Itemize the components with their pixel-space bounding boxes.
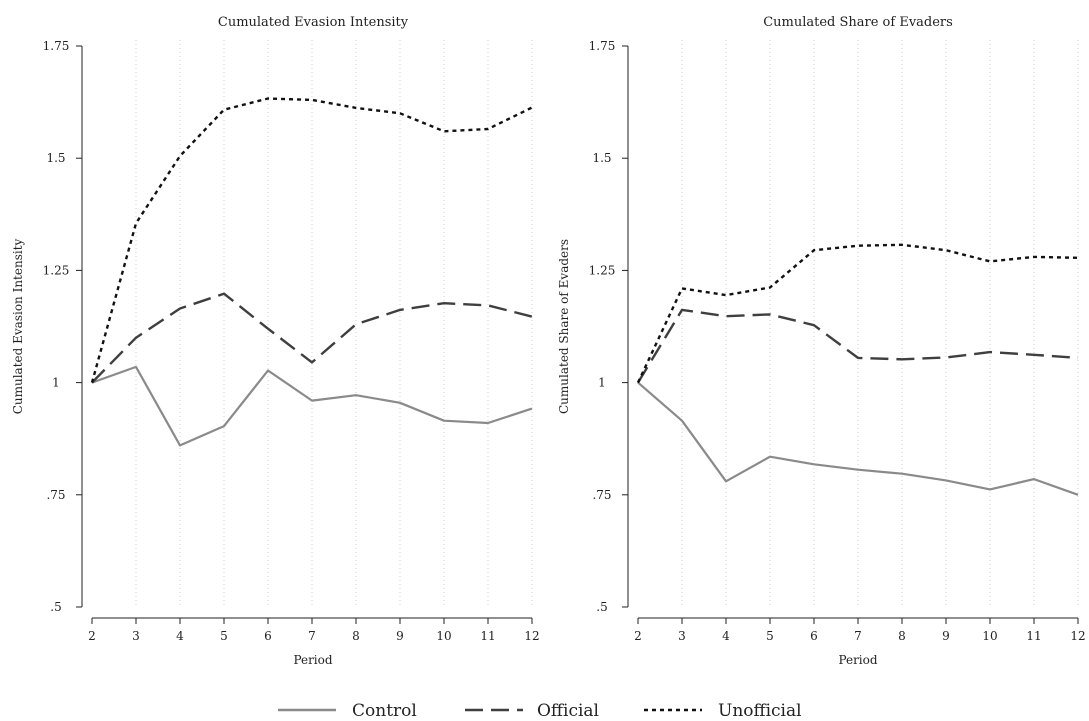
x-tick-label: 11 [480, 629, 495, 643]
x-tick-label: 10 [436, 629, 451, 643]
x-tick-label: 8 [898, 629, 906, 643]
y-tick-label: 1 [52, 376, 60, 390]
x-tick-label: 9 [942, 629, 950, 643]
y-tick-label: .75 [46, 488, 65, 502]
x-tick-label: 9 [396, 629, 404, 643]
y-tick-label: 1 [598, 376, 606, 390]
series-line-official [636, 308, 1079, 384]
x-tick-label: 5 [220, 629, 228, 643]
x-tick-label: 4 [176, 629, 184, 643]
y-tick-label: 1.5 [46, 151, 65, 165]
x-tick-label: 2 [88, 629, 96, 643]
chart-panel-share-of-evaders: Cumulated Share of Evaders .5 .75 1 1.25 1.5 1… [557, 15, 1086, 667]
legend-label-official: Official [537, 701, 599, 721]
x-axis-label: Period [838, 653, 877, 667]
series-line-official [91, 292, 533, 384]
chart-title: Cumulated Evasion Intensity [218, 15, 409, 30]
y-tick-label: .5 [50, 600, 61, 614]
x-tick-label: 10 [982, 629, 997, 643]
x-tick-label: 3 [132, 629, 140, 643]
x-tick-label: 3 [678, 629, 686, 643]
x-tick-label: 6 [810, 629, 818, 643]
series-line-unofficial [90, 97, 533, 383]
series-line-unofficial [636, 243, 1079, 384]
y-tick-label: 1.75 [43, 39, 70, 53]
legend: Control Official Unofficial [278, 701, 802, 721]
legend-label-control: Control [352, 701, 417, 721]
y-tick-label: 1.75 [589, 39, 616, 53]
y-axis-label: Cumulated Evasion Intensity [11, 238, 25, 414]
x-tick-label: 12 [1070, 629, 1085, 643]
x-tick-label: 7 [308, 629, 316, 643]
legend-label-unofficial: Unofficial [718, 701, 802, 721]
series-line-control [637, 381, 1079, 496]
x-tick-label: 8 [352, 629, 360, 643]
chart-panel-evasion-intensity: Cumulated Evasion Intensity .5 .75 1 1.25 1.5… [11, 15, 540, 667]
y-axis-label: Cumulated Share of Evaders [557, 239, 571, 414]
y-tick-label: .5 [596, 600, 607, 614]
y-tick-label: 1.5 [592, 151, 611, 165]
x-tick-label: 2 [634, 629, 642, 643]
x-tick-label: 11 [1026, 629, 1041, 643]
chart-title: Cumulated Share of Evaders [763, 15, 953, 30]
series-line-control [91, 365, 533, 447]
x-tick-label: 12 [524, 629, 539, 643]
x-tick-label: 5 [766, 629, 774, 643]
y-tick-label: .75 [592, 488, 611, 502]
y-tick-label: 1.25 [43, 263, 70, 277]
y-tick-label: 1.25 [589, 263, 616, 277]
x-tick-label: 4 [722, 629, 730, 643]
x-tick-label: 7 [854, 629, 862, 643]
x-axis-label: Period [293, 653, 332, 667]
x-tick-label: 6 [264, 629, 272, 643]
